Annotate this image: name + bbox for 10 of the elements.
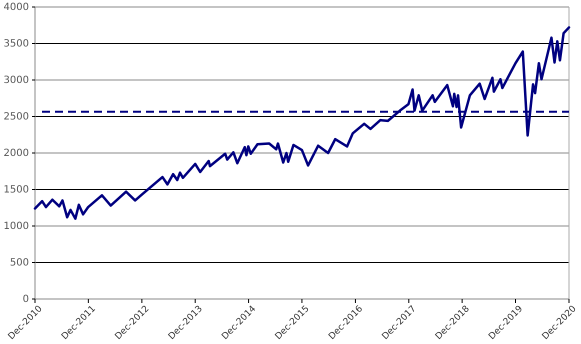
line-series xyxy=(34,26,570,220)
y-tick-label: 2500 xyxy=(4,112,29,123)
y-tick-label: 2000 xyxy=(4,148,29,160)
y-tick-label: 1500 xyxy=(4,184,29,196)
y-tick-label: 3500 xyxy=(4,38,29,50)
y-tick-label: 500 xyxy=(10,258,29,269)
y-tick-label: 4000 xyxy=(4,2,29,14)
y-tick-label: 0 xyxy=(22,294,29,306)
y-tick-label: 1000 xyxy=(4,221,29,232)
y-tick-label: 3000 xyxy=(4,75,29,86)
